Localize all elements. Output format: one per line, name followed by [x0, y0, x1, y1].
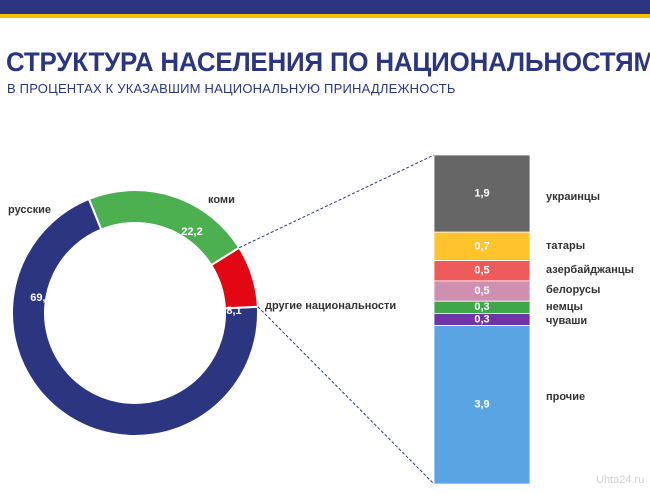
- bar-segment: [433, 325, 531, 485]
- slice-value-label: 8,1: [226, 305, 241, 317]
- page-title: СТРУКТУРА НАСЕЛЕНИЯ ПО НАЦИОНАЛЬНОСТЯМ: [6, 47, 650, 77]
- segment-value-label: 0,5: [474, 265, 489, 277]
- bar-segment: [433, 154, 531, 233]
- donut-slice: [209, 246, 259, 310]
- segment-value-label: 3,9: [474, 399, 489, 411]
- connector-line-top: [239, 154, 435, 249]
- page-subtitle: В ПРОЦЕНТАХ К УКАЗАВШИМ НАЦИОНАЛЬНУЮ ПРИ…: [7, 81, 456, 96]
- segment-value-label: 0,3: [474, 313, 489, 325]
- segment-value-label: 1,9: [474, 187, 489, 199]
- segment-value-label: 0,7: [474, 240, 489, 252]
- segment-category-label: прочие: [546, 391, 585, 403]
- watermark: Uhta24.ru: [596, 474, 645, 486]
- segment-category-label: белорусы: [546, 284, 600, 296]
- top-bar-accent: [0, 14, 650, 18]
- segment-category-label: татары: [546, 240, 585, 252]
- slice-value-label: 22,2: [181, 226, 202, 238]
- slice-category-label: русские: [8, 204, 51, 216]
- segment-category-label: немцы: [546, 301, 583, 313]
- segment-category-label: азербайджанцы: [546, 264, 634, 276]
- connector-line-bottom: [257, 306, 435, 485]
- bar-segment: [433, 231, 531, 262]
- slice-value-label: 69,7: [30, 292, 51, 304]
- donut-slice: [11, 197, 259, 437]
- segment-category-label: чуваши: [546, 315, 587, 327]
- top-bar: [0, 0, 650, 14]
- segment-value-label: 0,5: [474, 285, 489, 297]
- slice-category-label: коми: [208, 194, 235, 206]
- segment-category-label: украинцы: [546, 191, 600, 203]
- slice-category-label: другие национальности: [265, 300, 396, 312]
- segment-value-label: 0,3: [474, 301, 489, 313]
